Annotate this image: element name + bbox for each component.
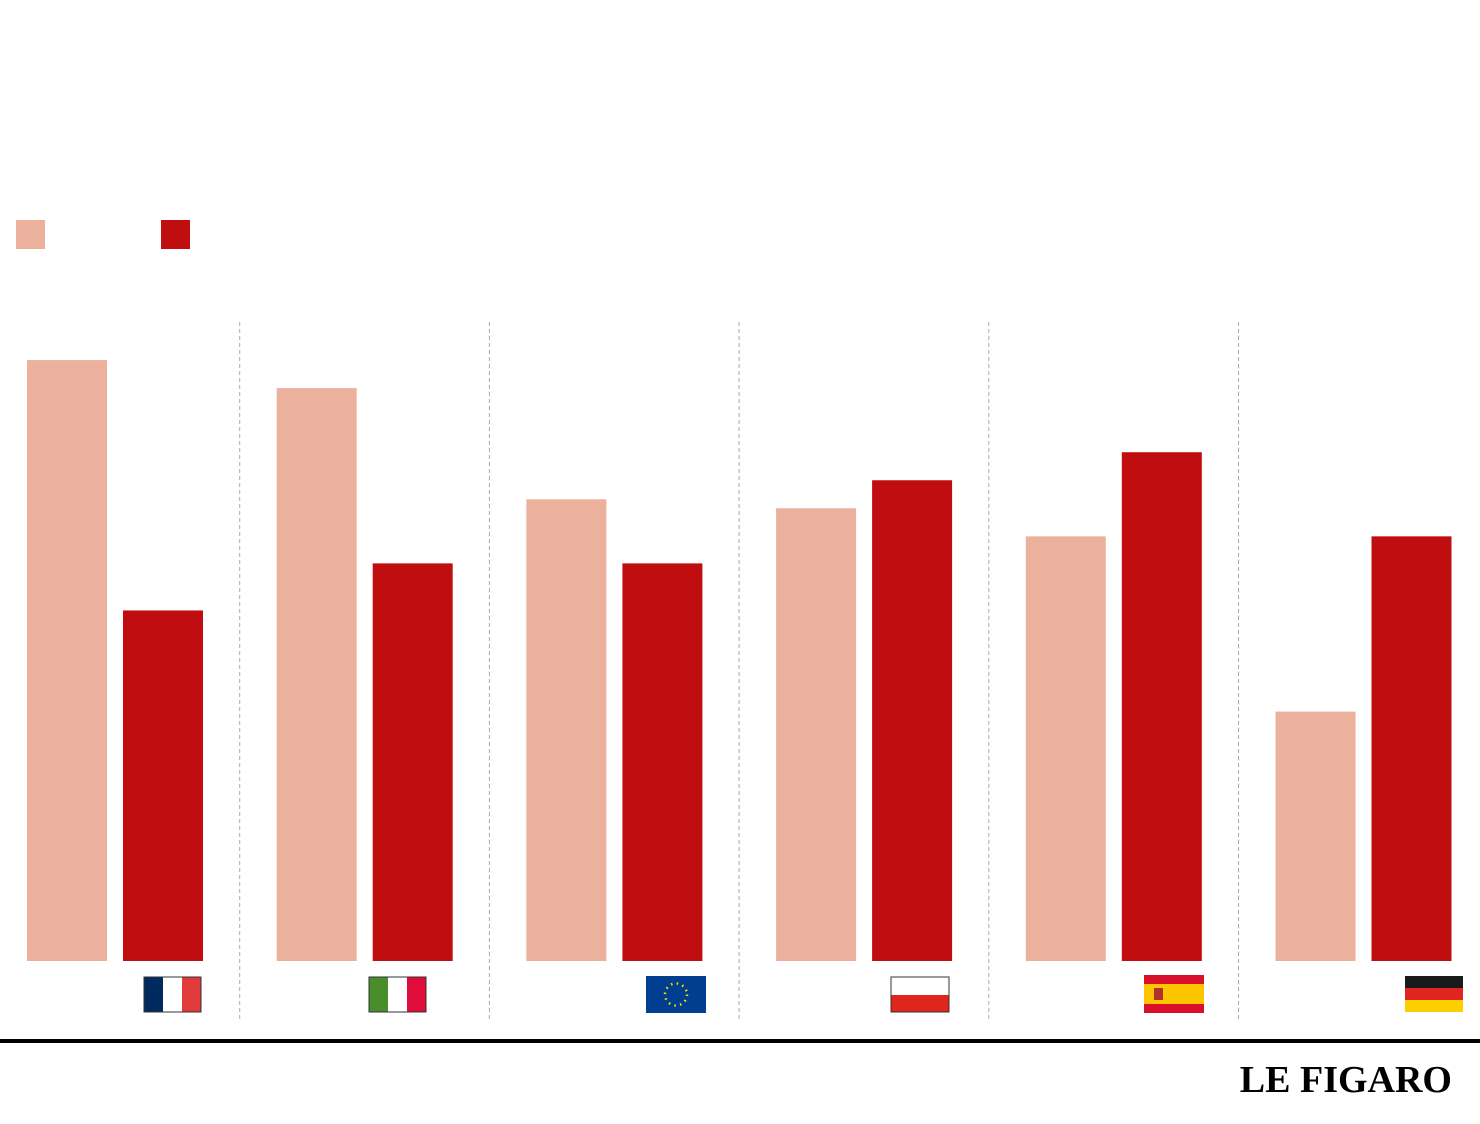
bar <box>872 480 953 961</box>
legend-swatch <box>161 220 190 249</box>
flag-germany <box>1405 976 1463 1012</box>
bar <box>622 563 703 961</box>
flag-france <box>143 976 202 1013</box>
footer-rule <box>0 1039 1480 1043</box>
legend-swatch <box>16 220 45 249</box>
bar <box>27 360 107 961</box>
brand: LE FIGARO <box>1240 1059 1452 1101</box>
flags <box>143 975 1463 1013</box>
flag-spain <box>1144 975 1204 1013</box>
bar <box>776 508 857 961</box>
flag-poland <box>890 976 950 1013</box>
bar <box>1025 536 1106 961</box>
bar <box>276 388 357 961</box>
bar <box>526 499 607 961</box>
bar <box>123 610 203 961</box>
flag-italy <box>368 976 427 1013</box>
bar <box>1121 452 1202 961</box>
bar <box>1275 711 1356 961</box>
bar <box>1371 536 1452 961</box>
bar <box>372 563 453 961</box>
flag-eu <box>646 976 706 1013</box>
